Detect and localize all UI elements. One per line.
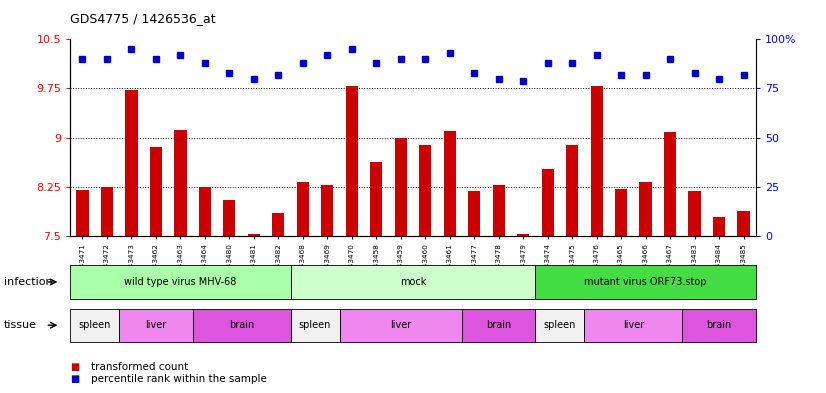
Bar: [444, 131, 456, 236]
Text: transformed count: transformed count: [91, 362, 188, 373]
Bar: [688, 191, 700, 236]
Text: spleen: spleen: [78, 320, 111, 330]
Bar: [273, 213, 284, 236]
Bar: [419, 145, 431, 236]
Text: mock: mock: [400, 277, 426, 287]
Text: infection: infection: [4, 277, 53, 287]
Bar: [248, 235, 260, 236]
Text: spleen: spleen: [544, 320, 576, 330]
Bar: [492, 185, 505, 236]
Text: brain: brain: [706, 320, 732, 330]
Text: wild type virus MHV-68: wild type virus MHV-68: [124, 277, 236, 287]
Bar: [713, 217, 725, 236]
Bar: [615, 189, 627, 236]
Bar: [223, 200, 235, 236]
Bar: [76, 190, 88, 236]
Text: ■: ■: [70, 374, 79, 384]
Bar: [174, 130, 187, 236]
Bar: [101, 187, 113, 236]
Text: liver: liver: [390, 320, 411, 330]
Bar: [126, 90, 138, 236]
Bar: [297, 182, 309, 236]
Text: mutant virus ORF73.stop: mutant virus ORF73.stop: [584, 277, 707, 287]
Text: brain: brain: [229, 320, 254, 330]
Bar: [591, 86, 603, 236]
Text: percentile rank within the sample: percentile rank within the sample: [91, 374, 267, 384]
Bar: [664, 132, 676, 236]
Bar: [738, 211, 750, 236]
Text: liver: liver: [145, 320, 167, 330]
Text: spleen: spleen: [299, 320, 331, 330]
Bar: [517, 235, 529, 236]
Text: brain: brain: [486, 320, 511, 330]
Bar: [566, 145, 578, 236]
Text: liver: liver: [623, 320, 644, 330]
Bar: [321, 185, 334, 236]
Bar: [395, 138, 407, 236]
Bar: [345, 86, 358, 236]
Bar: [370, 162, 382, 236]
Text: GDS4775 / 1426536_at: GDS4775 / 1426536_at: [70, 12, 216, 25]
Bar: [542, 169, 553, 236]
Text: tissue: tissue: [4, 320, 37, 330]
Bar: [150, 147, 162, 236]
Text: ■: ■: [70, 362, 79, 373]
Bar: [199, 187, 211, 236]
Bar: [639, 182, 652, 236]
Bar: [468, 191, 481, 236]
